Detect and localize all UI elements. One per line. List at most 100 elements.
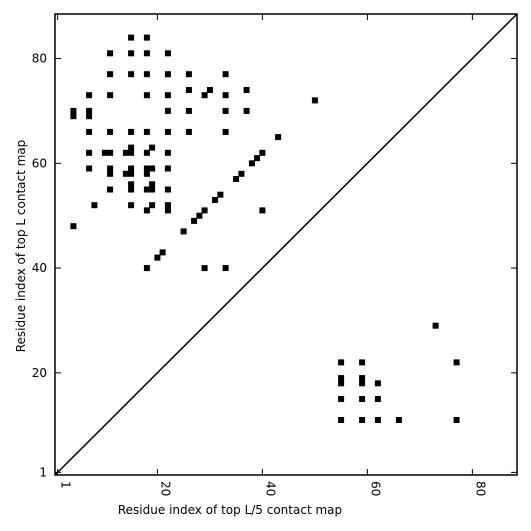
- contact-point-upper: [107, 92, 114, 99]
- contact-point-upper: [128, 71, 135, 78]
- contact-point-upper: [259, 207, 266, 214]
- contact-point-upper: [107, 50, 114, 57]
- contact-point-upper: [101, 149, 108, 156]
- contact-point-lower: [338, 417, 345, 423]
- y-tick-label: 40: [32, 261, 47, 275]
- contact-point-upper: [143, 170, 150, 177]
- contact-point-upper: [128, 181, 135, 188]
- contact-point-upper: [107, 170, 114, 177]
- contact-point-upper: [180, 228, 187, 235]
- contact-point-upper: [143, 165, 150, 172]
- x-tick-label: 20: [158, 481, 172, 496]
- contact-point-upper: [91, 202, 98, 209]
- contact-point-upper: [248, 160, 255, 167]
- contact-point-upper: [86, 107, 93, 114]
- contact-point-upper: [143, 207, 150, 214]
- contact-point-lower: [338, 396, 345, 402]
- contact-point-upper: [212, 197, 219, 203]
- y-axis-label: Residue index of top L contact map: [14, 140, 28, 353]
- contact-point-lower: [359, 380, 366, 387]
- contact-point-lower: [359, 375, 366, 382]
- contact-point-upper: [164, 71, 171, 78]
- contact-point-lower: [359, 396, 366, 402]
- contact-point-upper: [185, 71, 192, 78]
- contact-point-upper: [185, 128, 192, 135]
- contact-point-upper: [143, 34, 150, 41]
- contact-point-upper: [164, 107, 171, 114]
- y-tick-label: 20: [32, 366, 47, 380]
- contact-point-upper: [222, 107, 229, 114]
- contact-point-upper: [107, 71, 114, 78]
- contact-point-upper: [70, 113, 77, 120]
- contact-point-upper: [222, 128, 229, 135]
- contact-point-upper: [143, 186, 150, 193]
- diagonal-line: [54, 13, 518, 476]
- contact-point-upper: [86, 92, 93, 99]
- contact-point-upper: [86, 165, 93, 172]
- contact-point-upper: [149, 202, 156, 209]
- x-tick-label: 40: [263, 481, 277, 496]
- contact-point-upper: [107, 186, 114, 193]
- contact-point-upper: [149, 181, 156, 188]
- contact-point-upper: [107, 149, 114, 156]
- contact-point-upper: [128, 186, 135, 193]
- contact-point-upper: [185, 107, 192, 114]
- contact-point-lower: [359, 359, 366, 366]
- contact-point-upper: [154, 254, 161, 261]
- contact-point-upper: [70, 223, 77, 230]
- contact-point-upper: [122, 170, 129, 177]
- marks-layer: [70, 34, 460, 423]
- contact-point-lower: [453, 417, 460, 423]
- contact-point-lower: [338, 375, 345, 382]
- contact-point-upper: [86, 149, 93, 156]
- contact-point-upper: [196, 212, 203, 219]
- contact-point-upper: [122, 149, 129, 156]
- contact-point-lower: [338, 359, 345, 366]
- contact-point-upper: [254, 155, 261, 162]
- contact-point-upper: [206, 87, 213, 93]
- contact-point-upper: [86, 113, 93, 120]
- contact-point-upper: [128, 149, 135, 156]
- contact-point-upper: [191, 217, 198, 224]
- y-tick-label: 1: [39, 465, 47, 479]
- contact-point-upper: [222, 92, 229, 99]
- contact-point-upper: [164, 207, 171, 214]
- contact-point-upper: [149, 144, 156, 151]
- contact-point-upper: [259, 149, 266, 156]
- contact-point-upper: [201, 265, 208, 272]
- contact-point-upper: [128, 170, 135, 177]
- contact-point-upper: [217, 191, 224, 198]
- contact-point-upper: [243, 87, 250, 93]
- contact-point-upper: [222, 71, 229, 78]
- contact-point-upper: [128, 165, 135, 172]
- contact-point-upper: [164, 202, 171, 209]
- contact-point-upper: [128, 50, 135, 57]
- x-tick-label: 1: [59, 481, 73, 489]
- contact-point-lower: [374, 380, 381, 387]
- contact-point-upper: [164, 186, 171, 193]
- contact-point-upper: [238, 170, 245, 177]
- contact-point-lower: [374, 417, 381, 423]
- contact-point-upper: [143, 92, 150, 99]
- contact-point-upper: [149, 165, 156, 172]
- contact-point-upper: [128, 128, 135, 135]
- contact-point-upper: [149, 186, 156, 193]
- ticks-layer: 1 20 40 60 80 1 20 40 60 80: [32, 14, 517, 496]
- contact-point-upper: [164, 50, 171, 57]
- contact-point-lower: [453, 359, 460, 366]
- contact-point-upper: [164, 128, 171, 135]
- contact-point-upper: [222, 265, 229, 272]
- x-tick-label: 80: [473, 481, 487, 496]
- contact-point-upper: [128, 144, 135, 151]
- contact-point-upper: [164, 165, 171, 172]
- contact-point-upper: [86, 128, 93, 135]
- contact-point-upper: [143, 265, 150, 272]
- contact-point-upper: [201, 92, 208, 99]
- contact-point-upper: [70, 107, 77, 114]
- contact-point-upper: [128, 34, 135, 41]
- contact-point-upper: [128, 202, 135, 209]
- contact-point-lower: [359, 417, 366, 423]
- contact-point-upper: [143, 50, 150, 57]
- contact-point-upper: [159, 249, 166, 256]
